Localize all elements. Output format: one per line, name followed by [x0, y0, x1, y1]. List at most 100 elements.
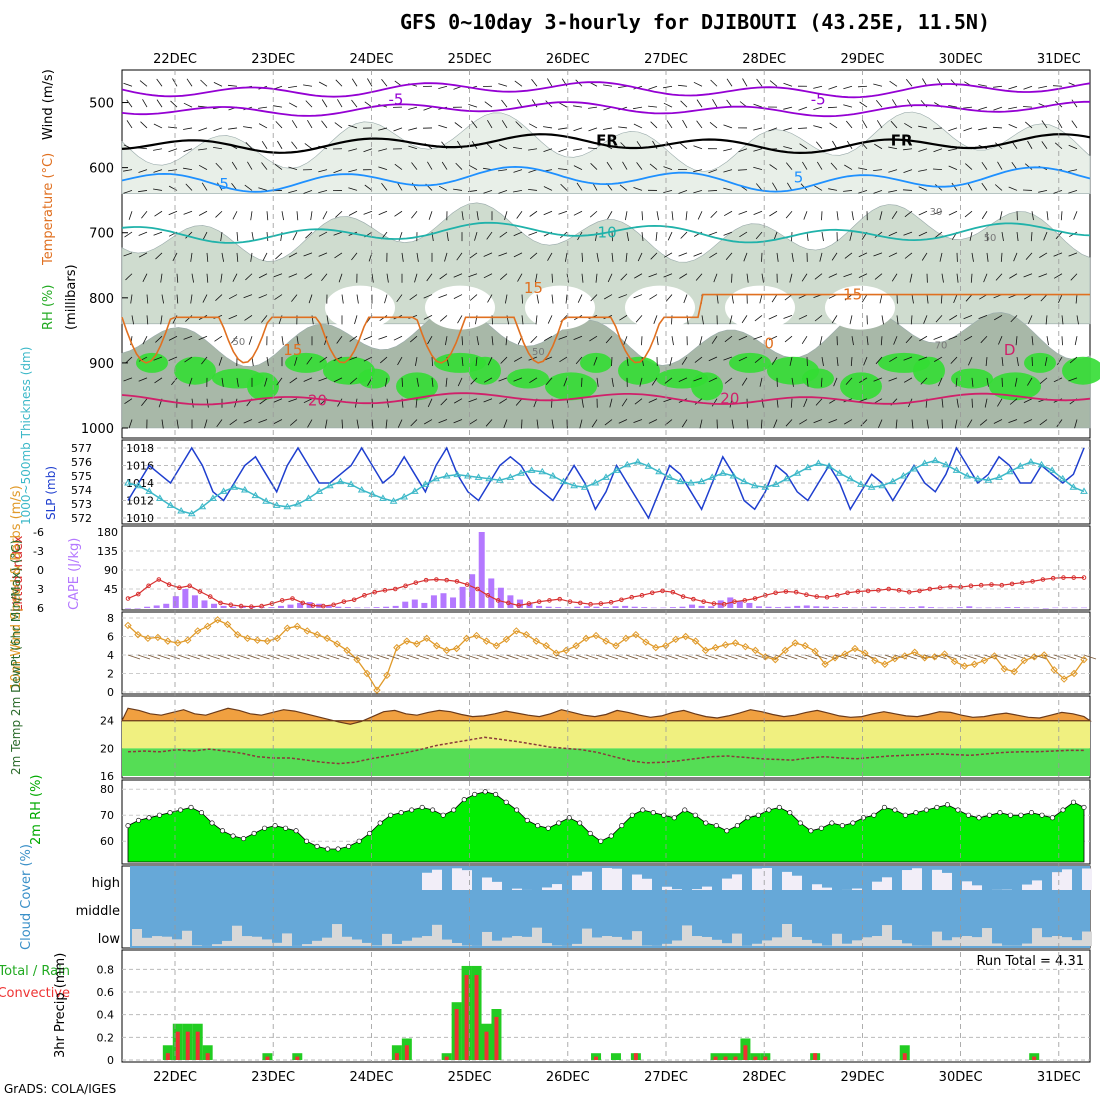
cloud-low-bar — [702, 937, 712, 946]
rh-moist-cell — [580, 353, 612, 373]
wind-barb — [408, 128, 417, 130]
cape-bar — [268, 607, 274, 608]
rh-moist-cell — [618, 357, 660, 385]
wind-barb — [649, 86, 658, 89]
rh-point — [1071, 800, 1075, 804]
surface-wind-barb — [337, 655, 349, 659]
li-tick-label: -3 — [33, 545, 44, 558]
wind-barb — [982, 211, 987, 219]
wind-barb — [297, 211, 298, 220]
wind-barb — [978, 128, 987, 130]
isotherm--5 — [122, 82, 1090, 97]
cape-bar — [488, 578, 494, 608]
day-label-top: 27DEC — [644, 52, 688, 67]
wind-barb — [289, 103, 297, 107]
wind-barb — [259, 124, 267, 128]
wind-barb — [948, 128, 957, 131]
wind-barb — [169, 149, 178, 152]
wind-barb — [288, 86, 297, 87]
thickness-tick-label: 576 — [71, 456, 92, 469]
cloud-low-bar — [332, 924, 342, 946]
rh-point — [1061, 808, 1065, 812]
li-tick-label: 3 — [37, 583, 44, 596]
cape-bar — [909, 607, 915, 608]
wind-tick-label: 6 — [107, 631, 114, 644]
wind-barb — [711, 211, 717, 217]
cape-bar — [603, 607, 609, 608]
wind-barb — [862, 120, 867, 128]
cloud-low-bar — [232, 926, 242, 946]
wind-barb — [184, 103, 192, 107]
cloud-low-bar — [802, 940, 812, 946]
cape-bar — [288, 605, 294, 608]
wind-barb — [214, 82, 222, 86]
surface-wind-barb — [726, 655, 738, 659]
precip-convective-bar — [714, 1057, 718, 1060]
wind-barb — [822, 211, 823, 220]
cloud-high-bar — [1052, 872, 1062, 890]
cloud-low-bar — [372, 945, 382, 946]
ylabel-precip: 3hr Precip (mm) — [53, 953, 68, 1058]
run-total-label: Run Total = 4.31 — [976, 954, 1084, 969]
wind-tick-label: 2 — [107, 668, 114, 681]
cloud-low-bar — [842, 944, 852, 946]
cloud-low-bar — [632, 931, 642, 946]
wind-barb — [214, 128, 223, 131]
precip-convective-bar — [166, 1053, 170, 1060]
day-label-bottom: 28DEC — [742, 1070, 786, 1085]
wind-barb — [252, 232, 254, 241]
wind-barb — [139, 232, 147, 235]
wind-barb — [155, 211, 163, 216]
cape-bar — [1014, 607, 1020, 608]
rh-point — [704, 821, 708, 825]
wind-barb — [754, 336, 763, 339]
surface-wind-barb — [785, 655, 797, 659]
rh-point — [956, 808, 960, 812]
rh-point — [367, 831, 371, 835]
wind-barb — [529, 232, 538, 235]
rh-point — [599, 839, 603, 843]
cape-tick-label: 180 — [97, 526, 118, 539]
cloud-low-bar — [962, 936, 972, 946]
cloud-low-bar — [212, 944, 222, 946]
cloud-low-bar — [1022, 944, 1032, 946]
cloud-high-bar — [642, 879, 652, 890]
cloud-high-bar — [962, 881, 972, 890]
cape-bar — [565, 608, 571, 609]
rh-point — [136, 818, 140, 822]
wind-barb — [522, 420, 523, 429]
contour-label: 10 — [598, 224, 617, 242]
surface-wind-barb — [706, 655, 718, 659]
rh-tick-label: 60 — [100, 835, 114, 848]
wind-barb — [618, 127, 627, 128]
surface-wind-barb — [576, 655, 588, 659]
precip-convective-bar — [494, 1017, 498, 1060]
cloud-high-bar — [572, 876, 582, 890]
contour-label: -5 — [811, 90, 826, 108]
wind-barb — [732, 274, 733, 283]
wind-barb — [215, 336, 223, 341]
wind-barb — [319, 82, 327, 86]
wind-barb — [906, 79, 912, 86]
surface-wind-barb — [307, 655, 319, 659]
surface-wind-barb — [467, 655, 479, 659]
wind-barb — [322, 100, 327, 108]
wind-barb — [292, 142, 298, 149]
precip-tick-label: 0.4 — [97, 1009, 115, 1022]
wind-barb — [942, 420, 943, 429]
cloud-low-bar — [882, 925, 892, 946]
wind-barb — [303, 85, 312, 86]
cape-bar — [278, 606, 284, 608]
cape-bar — [842, 607, 848, 608]
surface-wind-barb — [327, 655, 339, 659]
wind-barb — [233, 211, 237, 219]
wind-barb — [852, 211, 854, 220]
wind-barb — [972, 399, 973, 408]
rh-point — [315, 844, 319, 848]
wind-barb — [634, 124, 642, 128]
rh-point — [851, 821, 855, 825]
cloud-low-bar — [732, 934, 742, 946]
wind-barb — [753, 128, 762, 130]
surface-wind-barb — [536, 655, 548, 659]
